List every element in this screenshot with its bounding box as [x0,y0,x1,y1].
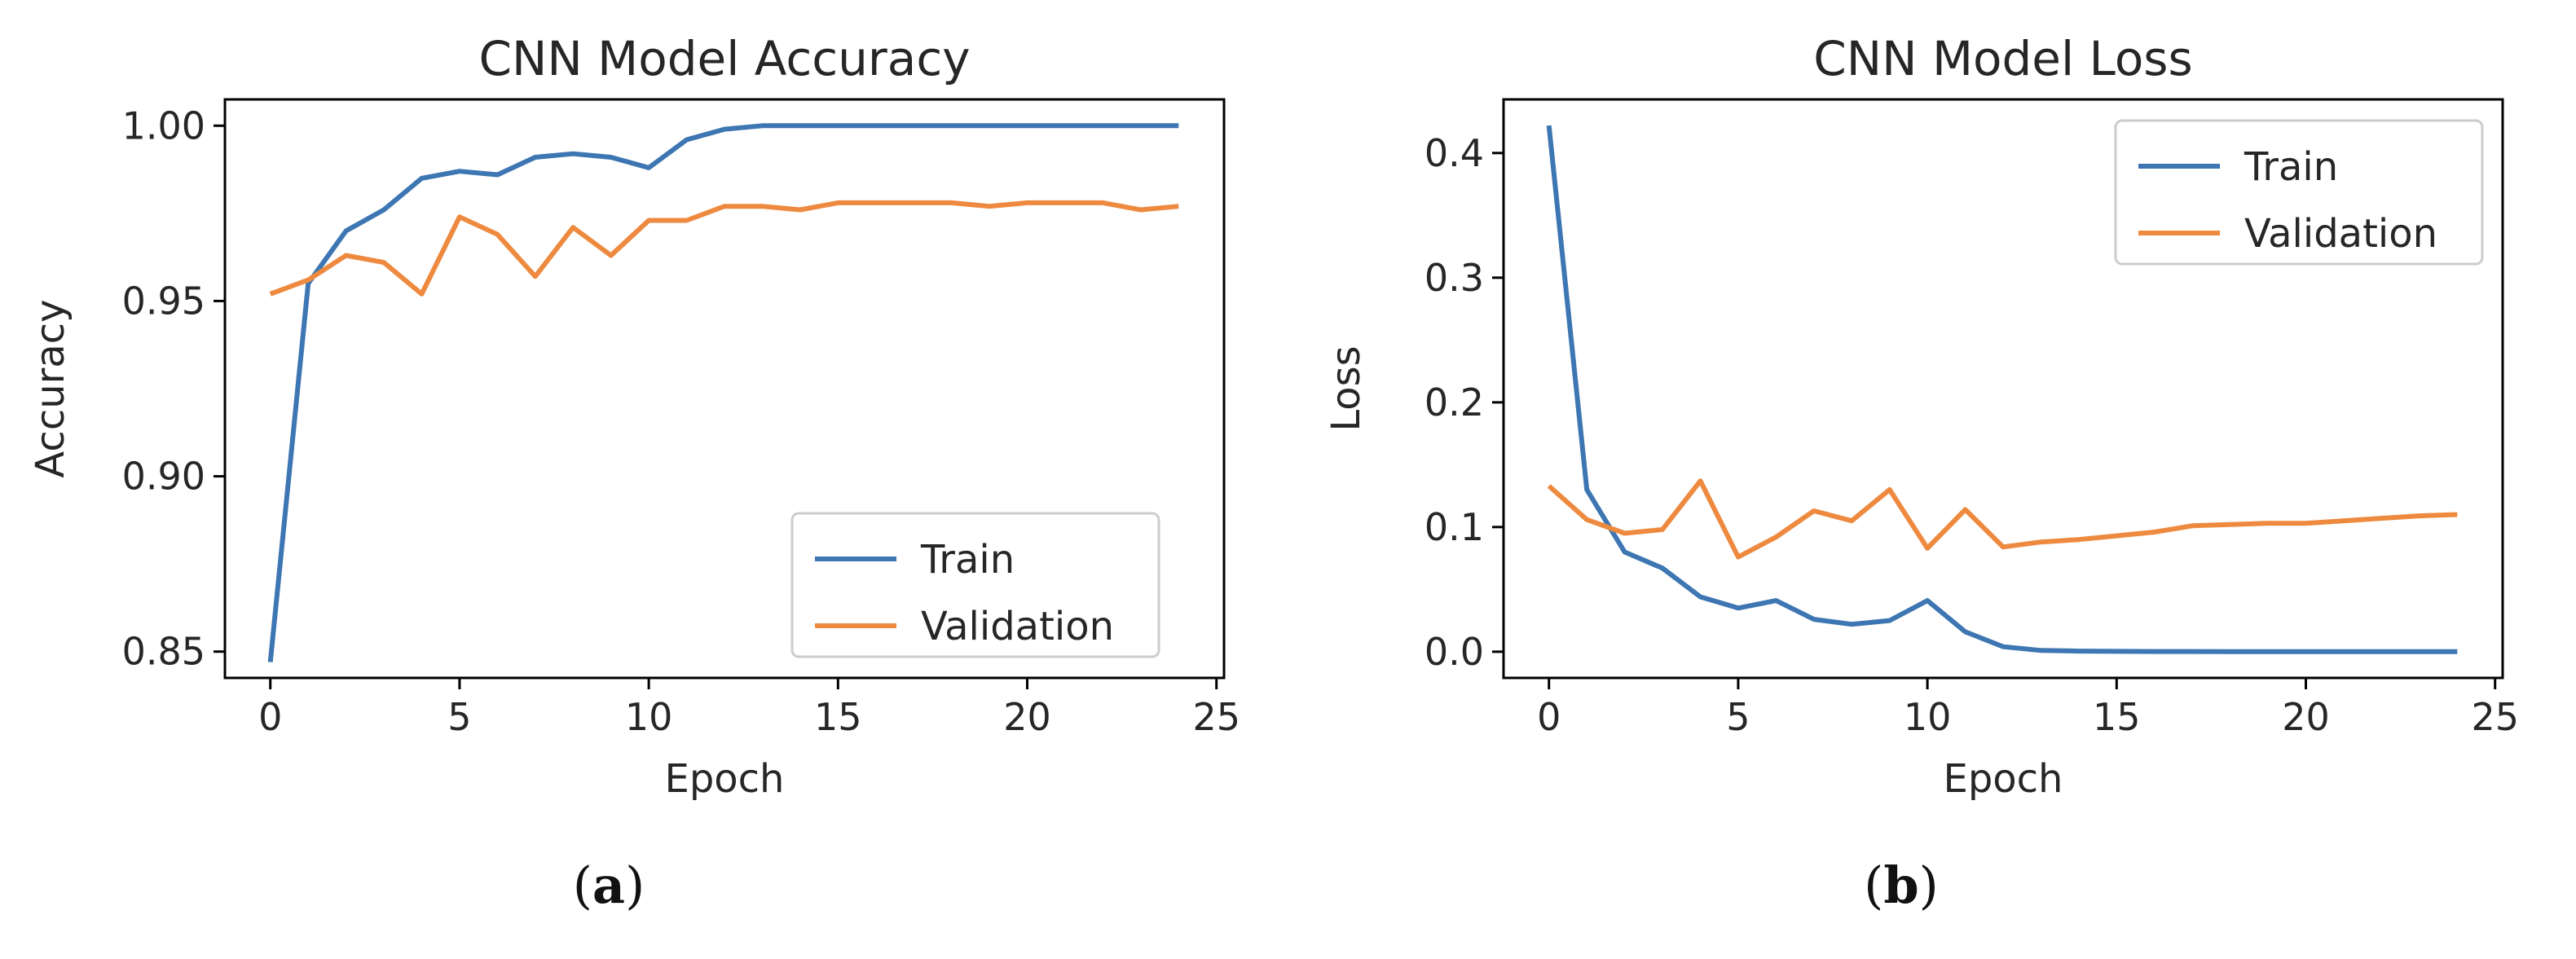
chart-loss-xtick-label-15: 15 [2093,695,2141,739]
caption-a-close: ) [625,856,645,915]
chart-loss-xtick-label-20: 20 [2282,695,2330,739]
chart-accuracy-frame [223,98,1226,680]
chart-accuracy: CNN Model Accuracy 0 5 10 15 20 25 0.85 0.90 0.95… [28,31,1240,802]
chart-loss-ytick-label-2: 0.2 [1425,381,1484,425]
chart-loss-xtick-label-10: 10 [1904,695,1952,739]
chart-accuracy-ytick-label-1: 0.90 [122,455,205,499]
chart-accuracy-line-train [267,123,1179,662]
caption-b-open: ( [1864,856,1884,915]
caption-a-open: ( [572,856,592,915]
chart-loss-ytick-label-0: 0.0 [1425,630,1484,674]
chart-loss-xlabel: Epoch [1944,756,2063,802]
chart-accuracy-ytick-label-3: 1.00 [122,103,205,147]
chart-accuracy-xtick-label-20: 20 [1003,695,1051,739]
chart-loss-legend: Train Validation [2114,119,2484,266]
chart-accuracy-legend-label-validation: Validation [921,604,1114,649]
chart-loss-legend-label-validation: Validation [2244,211,2437,257]
chart-accuracy-ytick-label-2: 0.95 [122,279,205,323]
chart-accuracy-ylabel: Accuracy [28,299,73,477]
chart-accuracy-line-validation [269,200,1179,297]
chart-loss-ylabel: Loss [1323,345,1369,431]
caption-b-letter: b [1883,856,1919,915]
chart-accuracy-legend-label-train: Train [920,537,1015,583]
chart-accuracy-xlabel: Epoch [665,756,785,802]
caption-a-letter: a [592,856,626,915]
chart-loss-frame [1502,98,2504,680]
chart-loss-ytick-label-3: 0.3 [1425,256,1484,300]
chart-accuracy-xtick-label-10: 10 [625,695,673,739]
chart-accuracy-title: CNN Model Accuracy [478,31,970,86]
chart-accuracy-ytick-label-0: 0.85 [122,630,205,674]
chart-loss-ytick-label-4: 0.4 [1425,131,1484,175]
chart-loss-legend-label-train: Train [2244,144,2338,190]
chart-accuracy-xtick-label-15: 15 [814,695,862,739]
chart-loss-title: CNN Model Loss [1813,31,2193,86]
caption-b-close: ) [1918,856,1939,915]
chart-accuracy-legend-box [790,512,1160,658]
chart-loss-ytick-label-1: 0.1 [1425,505,1484,549]
chart-loss-line-train [1546,125,2458,654]
chart-accuracy-legend: Train Validation [790,512,1160,658]
chart-loss-xtick-label-25: 25 [2471,695,2519,739]
caption-b: (b) [1864,856,1939,915]
chart-loss-legend-box [2114,119,2484,266]
chart-accuracy-xtick-label-5: 5 [447,695,471,739]
chart-loss-xtick-label-5: 5 [1726,695,1750,739]
chart-loss-line-validation [1547,478,2458,560]
chart-accuracy-xtick-label-25: 25 [1192,695,1240,739]
caption-a: (a) [573,856,645,915]
chart-accuracy-xtick-label-0: 0 [258,695,282,739]
chart-loss: CNN Model Loss 0 5 10 15 20 25 0.0 0.1 0.2 0.3 0.4 E… [1323,31,2519,802]
chart-loss-xtick-label-0: 0 [1537,695,1561,739]
